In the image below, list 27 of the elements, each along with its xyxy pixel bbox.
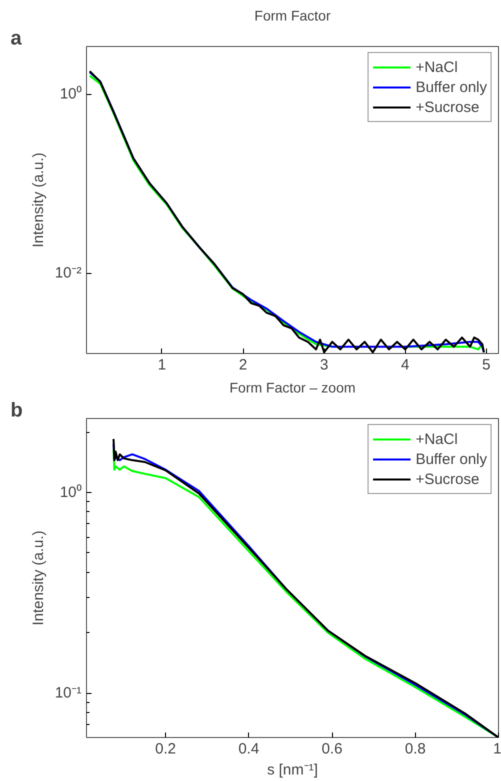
x-tick-label: 3 bbox=[320, 356, 328, 374]
legend-label: Buffer only bbox=[416, 450, 487, 468]
legend-label: Buffer only bbox=[416, 78, 487, 96]
legend-label: +NaCl bbox=[416, 430, 458, 448]
x-tick-label: 4 bbox=[401, 356, 410, 374]
x-tick-label: 1 bbox=[493, 740, 501, 758]
x-tick-label: 0.4 bbox=[238, 740, 260, 758]
x-tick-label: 1 bbox=[158, 356, 166, 374]
y-tick-label: 10⁻² bbox=[54, 264, 82, 282]
y-tick-label: 10⁻¹ bbox=[54, 684, 82, 702]
text: b bbox=[10, 400, 23, 422]
y-axis-title: Intensity (a.u.) bbox=[30, 530, 47, 626]
y-axis-title: Intensity (a.u.) bbox=[30, 152, 47, 248]
x-tick-label: 0.8 bbox=[404, 740, 426, 758]
x-tick-label: 0.6 bbox=[322, 740, 342, 758]
x-tick-label: 0.2 bbox=[155, 740, 176, 758]
y-tick-label: 10⁰ bbox=[60, 86, 82, 103]
x-axis-title: s [nm⁻¹] bbox=[267, 762, 318, 778]
chart-title: Form Factor – zoom bbox=[229, 380, 356, 396]
text: a bbox=[10, 28, 22, 50]
chart-title: Form Factor bbox=[254, 8, 331, 24]
y-tick-label: 10⁰ bbox=[60, 484, 82, 502]
legend-label: +Sucrose bbox=[416, 470, 480, 488]
legend-label: +NaCl bbox=[416, 58, 458, 76]
x-tick-label: 2 bbox=[238, 356, 248, 374]
legend-label: +Sucrose bbox=[416, 98, 480, 116]
x-tick-label: 5 bbox=[482, 356, 491, 374]
